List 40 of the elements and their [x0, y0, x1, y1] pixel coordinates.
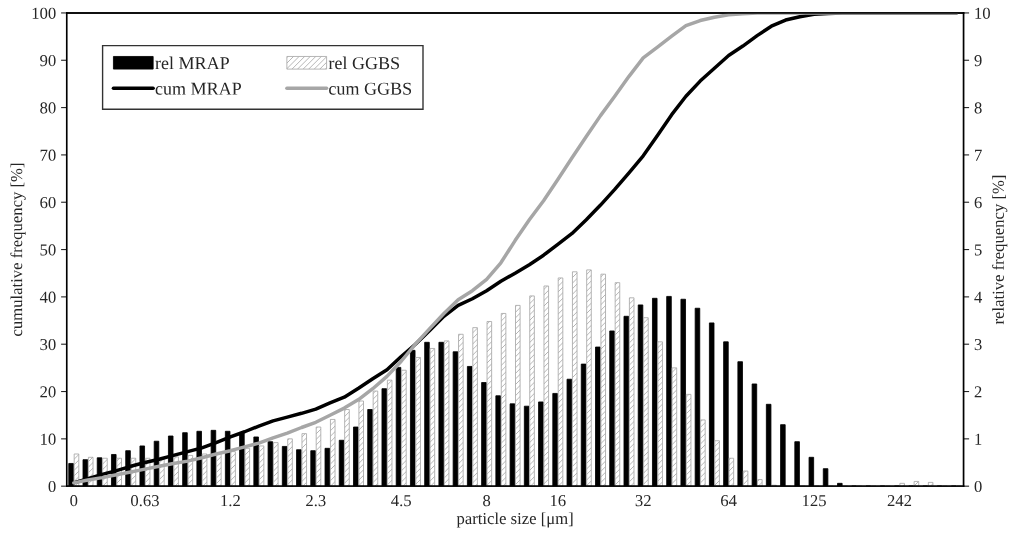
x-tick-label: 1.2	[221, 495, 240, 507]
x-tick-label: 64	[721, 495, 737, 507]
x-axis-title: particle size [μm]	[456, 512, 573, 528]
x-tick-label: 16	[550, 495, 566, 507]
legend-label: rel GGBS	[328, 56, 399, 70]
x-tick-label: 4.5	[391, 495, 411, 507]
legend-label: cum MRAP	[155, 82, 242, 95]
y-tick-label: 90	[40, 54, 56, 67]
y2-tick-label: 2	[974, 386, 982, 398]
y-tick-label: 40	[39, 291, 56, 303]
y2-tick-label: 6	[974, 196, 982, 209]
y-tick-label: 60	[40, 196, 56, 209]
y-tick-label: 10	[41, 433, 56, 445]
y2-tick-label: 9	[974, 55, 982, 67]
x-tick-label: 125	[803, 495, 826, 507]
y-tick-label: 70	[40, 149, 56, 161]
y-tick-label: 30	[40, 338, 56, 351]
legend-label: cum GGBS	[329, 82, 412, 95]
x-tick-label: 8	[483, 494, 491, 507]
y-tick-label: 0	[48, 480, 56, 493]
y2-axis-title: relative frequency [%]	[992, 175, 1008, 325]
y-tick-label: 50	[40, 244, 56, 256]
x-tick-label: 32	[635, 495, 651, 507]
y2-tick-label: 1	[975, 433, 982, 445]
y-tick-label: 20	[40, 386, 56, 398]
x-tick-label: 0	[70, 494, 78, 507]
y2-tick-label: 3	[974, 338, 982, 351]
x-tick-label: 2.3	[306, 495, 326, 507]
y-tick-label: 100	[32, 7, 56, 19]
y-tick-label: 80	[40, 102, 56, 114]
y2-tick-label: 0	[974, 480, 982, 493]
y-axis-title: cumulative frequency [%]	[10, 163, 26, 336]
y2-tick-label: 4	[974, 291, 983, 303]
legend-label: rel MRAP	[155, 56, 229, 70]
x-tick-label: 0.63	[131, 494, 159, 507]
y2-tick-label: 7	[975, 149, 982, 161]
y2-tick-label: 8	[974, 102, 982, 114]
y2-tick-label: 10	[975, 7, 990, 19]
x-tick-label: 242	[887, 495, 912, 507]
y2-tick-label: 5	[974, 244, 982, 256]
